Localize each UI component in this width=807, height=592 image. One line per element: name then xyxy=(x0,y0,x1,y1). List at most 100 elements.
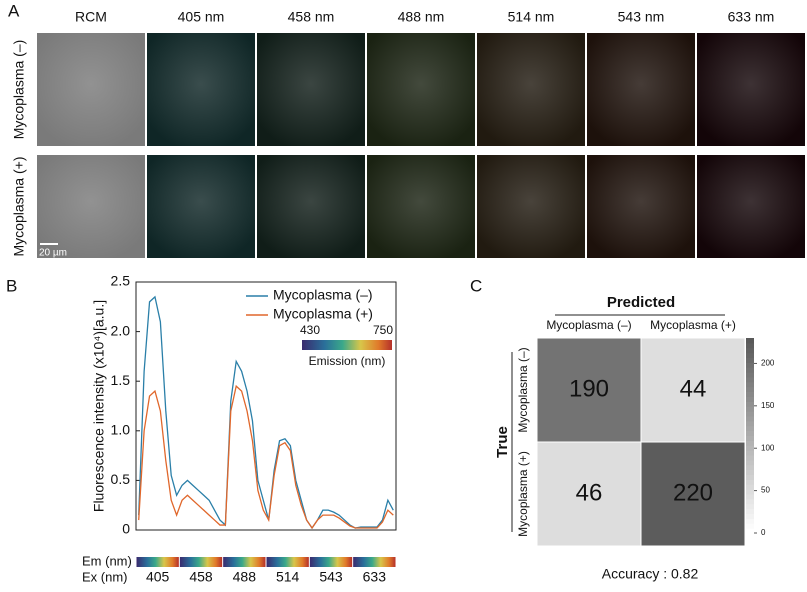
micrograph-glow xyxy=(587,155,695,258)
column-header: 405 nm xyxy=(178,9,225,25)
plot-frame xyxy=(135,281,397,531)
colorbar-step xyxy=(746,377,754,383)
micrograph-glow xyxy=(37,155,145,258)
annotation: Accuracy : 0.82 xyxy=(602,566,699,582)
x-tick-label: 458 xyxy=(189,569,213,585)
colorbar-step xyxy=(746,420,754,427)
colorbar-step xyxy=(746,347,754,354)
emission-strip xyxy=(136,557,179,567)
colorbar-step xyxy=(746,450,754,456)
legend-label: Mycoplasma (+) xyxy=(273,306,373,322)
colorbar-step xyxy=(746,523,754,529)
y-category: Mycoplasma (–) xyxy=(516,347,530,432)
micrograph-glow xyxy=(477,155,585,258)
micrograph-glow xyxy=(367,155,475,258)
panel-label: C xyxy=(470,276,482,295)
cell-value: 220 xyxy=(673,479,713,506)
colorbar-step xyxy=(746,406,754,412)
micrograph-glow xyxy=(697,33,805,146)
colorbar-step xyxy=(746,469,754,475)
row-label: Mycoplasma (–) xyxy=(11,40,27,140)
colorbar-tick-label: 100 xyxy=(761,443,775,452)
colorbar-step xyxy=(746,513,754,519)
series-line xyxy=(138,384,394,530)
colorbar-step xyxy=(746,342,754,349)
colorbar-step xyxy=(746,357,754,363)
micrograph-glow xyxy=(587,33,695,146)
y-tick-label: 0.5 xyxy=(111,471,131,487)
colorbar-step xyxy=(746,489,754,495)
emission-strip xyxy=(266,557,309,567)
colorbar-step xyxy=(746,474,754,480)
legend-label: Mycoplasma (–) xyxy=(273,287,373,303)
colorbar-step xyxy=(746,479,754,485)
column-header: 543 nm xyxy=(618,9,665,25)
y-tick-label: 2.5 xyxy=(111,273,131,289)
cell-value: 46 xyxy=(576,479,603,506)
cell-value: 190 xyxy=(569,375,609,402)
emission-colorbar xyxy=(302,340,392,350)
cell-value: 44 xyxy=(680,375,707,402)
micrograph-glow xyxy=(147,155,255,258)
emission-strip xyxy=(309,557,353,567)
colorbar-tick-label: 0 xyxy=(761,528,766,537)
colorbar-tick-label: 150 xyxy=(761,401,775,410)
emission-strip xyxy=(353,557,396,567)
x-tick-label: 488 xyxy=(233,569,257,585)
micrograph-glow xyxy=(697,155,805,258)
emission-label: 750 xyxy=(373,323,393,337)
colorbar-step xyxy=(746,528,754,534)
column-header: 514 nm xyxy=(508,9,555,25)
colorbar-step xyxy=(746,484,754,490)
colorbar-step xyxy=(746,498,754,505)
x-tick-label: 633 xyxy=(363,569,387,585)
colorbar-step xyxy=(746,494,754,500)
micrograph-glow xyxy=(147,33,255,146)
y-tick-label: 1.5 xyxy=(111,372,131,388)
colorbar-step xyxy=(746,372,754,378)
emission-strip xyxy=(179,557,223,567)
x-category: Mycoplasma (+) xyxy=(650,318,736,332)
scale-bar-label: 20 µm xyxy=(39,248,67,259)
colorbar-step xyxy=(746,435,754,441)
colorbar-step xyxy=(746,391,754,397)
panel-label: A xyxy=(8,1,20,20)
colorbar-step xyxy=(746,381,754,388)
micrograph-glow xyxy=(257,33,365,146)
micrograph-glow xyxy=(477,33,585,146)
y-tick-label: 1.0 xyxy=(111,422,131,438)
colorbar-step xyxy=(746,508,754,514)
heatmap-cell xyxy=(640,441,746,547)
colorbar-tick-label: 50 xyxy=(761,486,770,495)
colorbar-step xyxy=(746,401,754,407)
colorbar-step xyxy=(746,367,754,373)
x-category: Mycoplasma (–) xyxy=(546,318,631,332)
y-tick-label: 0 xyxy=(122,521,130,537)
colorbar-step xyxy=(746,430,754,436)
colorbar-step xyxy=(746,459,754,466)
micrograph-glow xyxy=(367,33,475,146)
heatmap-cell xyxy=(536,337,642,443)
colorbar-step xyxy=(746,338,754,344)
emission-title: Emission (nm) xyxy=(309,354,386,368)
colorbar-step xyxy=(746,455,754,461)
series-line xyxy=(138,295,394,530)
emission-label: 430 xyxy=(300,323,320,337)
heatmap-cell xyxy=(536,441,642,547)
heatmap-cell xyxy=(640,337,746,443)
micrograph-glow xyxy=(37,33,145,146)
colorbar-step xyxy=(746,416,754,422)
colorbar-step xyxy=(746,352,754,358)
colorbar-step xyxy=(746,396,754,402)
x-tick-label: 543 xyxy=(319,569,343,585)
colorbar-step xyxy=(746,440,754,446)
y-axis-title: Fluorescence intensity (x10⁴)[a.u.] xyxy=(91,300,107,512)
colorbar-step xyxy=(746,503,754,510)
colorbar-step xyxy=(746,464,754,471)
column-header: 458 nm xyxy=(288,9,335,25)
y-category: Mycoplasma (+) xyxy=(516,451,530,537)
x-title: Predicted xyxy=(607,294,675,311)
colorbar-step xyxy=(746,411,754,417)
x-tick-label: 514 xyxy=(276,569,300,585)
